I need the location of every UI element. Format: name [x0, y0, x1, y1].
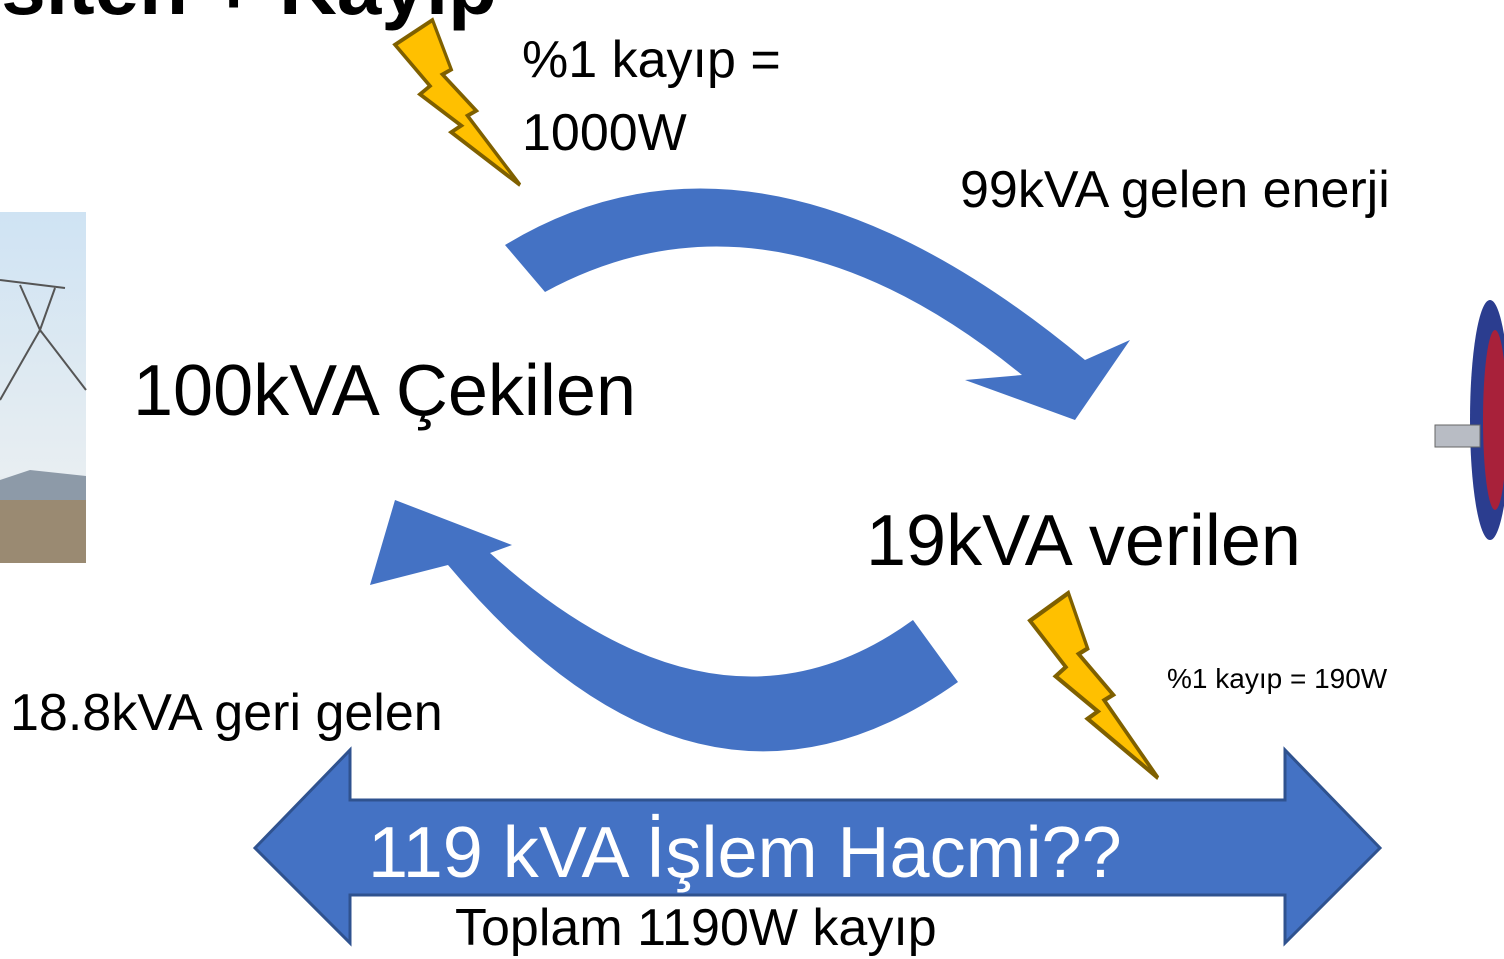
page: {"header": {"title": "sıten + Kayıp"}, "…	[0, 0, 1504, 959]
bottom-loss-label: %1 kayıp = 190W	[1167, 663, 1388, 694]
drawn-label: 100kVA Çekilen	[133, 351, 636, 431]
slide: sıten + Kayıp %1 kayıp = 1000W 99kVA gel…	[0, 0, 1504, 959]
motor-photo	[1420, 250, 1504, 565]
power-line-photo	[0, 212, 86, 563]
returned-label: 18.8kVA geri gelen	[10, 684, 443, 742]
volume-label: 119 kVA İşlem Hacmi??	[368, 813, 1122, 893]
lightning-bottom	[1030, 593, 1158, 778]
lightning-top	[395, 20, 520, 185]
top-loss-line: %1 kayıp =	[522, 31, 781, 89]
incoming-label: 99kVA gelen enerji	[960, 161, 1390, 219]
top-loss-line: 1000W	[522, 104, 687, 162]
given-label: 19kVA verilen	[866, 501, 1301, 581]
total-loss-label: Toplam 1190W kayıp	[455, 899, 937, 957]
